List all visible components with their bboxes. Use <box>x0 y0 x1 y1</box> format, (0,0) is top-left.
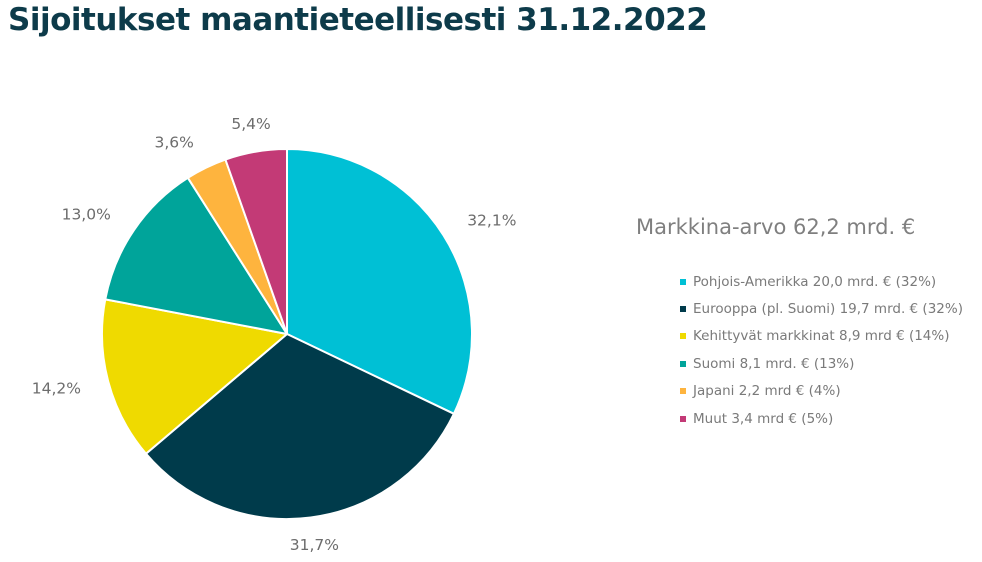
legend-swatch <box>680 415 686 422</box>
slice-data-label: 14,2% <box>32 379 81 397</box>
pie-slice <box>224 148 288 335</box>
legend: Pohjois-Amerikka 20,0 mrd. € (32%) Euroo… <box>680 268 963 432</box>
slice-data-label: 13,0% <box>62 205 111 223</box>
slice-data-label: 31,7% <box>290 536 339 554</box>
legend-swatch <box>680 388 686 395</box>
legend-label: Muut 3,4 mrd € (5%) <box>693 410 834 427</box>
legend-swatch <box>680 278 686 285</box>
legend-item: Muut 3,4 mrd € (5%) <box>680 405 963 432</box>
legend-item: Pohjois-Amerikka 20,0 mrd. € (32%) <box>680 268 963 295</box>
legend-label: Japani 2,2 mrd € (4%) <box>693 383 841 400</box>
slice-data-label: 3,6% <box>155 133 194 151</box>
legend-label: Kehittyvät markkinat 8,9 mrd € (14%) <box>693 328 950 345</box>
legend-label: Eurooppa (pl. Suomi) 19,7 mrd. € (32%) <box>693 301 963 318</box>
pie-slice <box>286 148 473 415</box>
page-title: Sijoitukset maantieteellisesti 31.12.202… <box>8 2 708 38</box>
legend-item: Japani 2,2 mrd € (4%) <box>680 378 963 405</box>
legend-item: Suomi 8,1 mrd. € (13%) <box>680 350 963 377</box>
legend-item: Eurooppa (pl. Suomi) 19,7 mrd. € (32%) <box>680 295 963 322</box>
slice-data-label: 5,4% <box>231 115 270 133</box>
legend-swatch <box>680 333 686 340</box>
legend-label: Suomi 8,1 mrd. € (13%) <box>693 355 855 372</box>
legend-swatch <box>680 360 686 367</box>
legend-label: Pohjois-Amerikka 20,0 mrd. € (32%) <box>693 273 937 290</box>
legend-swatch <box>680 306 686 313</box>
legend-item: Kehittyvät markkinat 8,9 mrd € (14%) <box>680 323 963 350</box>
pie-slice <box>101 298 288 455</box>
pie-slice <box>104 176 288 335</box>
legend-title: Markkina-arvo 62,2 mrd. € <box>636 215 916 239</box>
pie-slice <box>144 333 455 520</box>
slice-data-label: 32,1% <box>467 211 516 229</box>
